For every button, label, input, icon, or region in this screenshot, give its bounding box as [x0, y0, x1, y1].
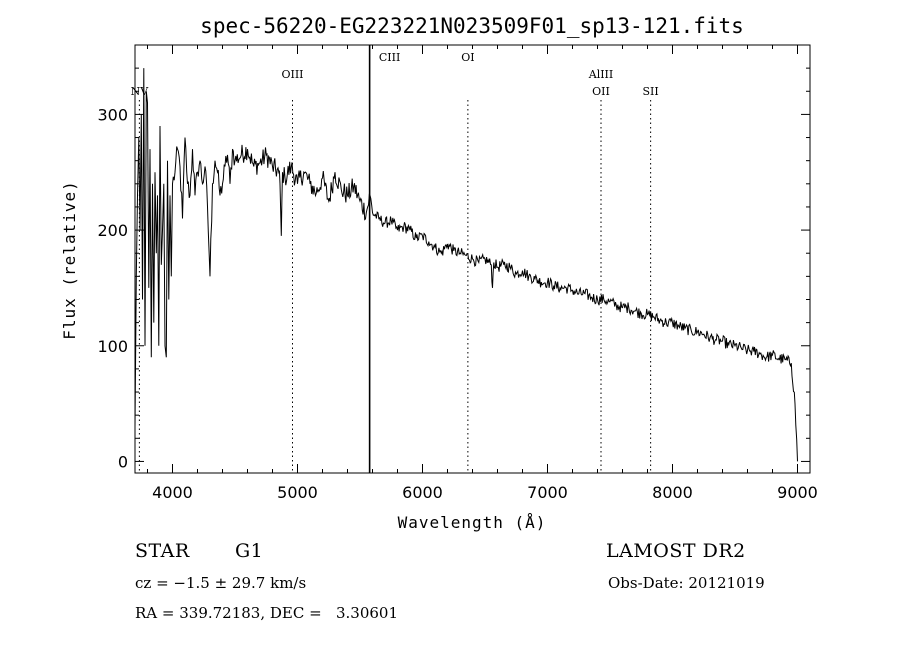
x-axis-label: Wavelength (Å) [398, 513, 547, 532]
axes: 4000 5000 6000 7000 8000 9000 0 100 200 300 [97, 45, 818, 502]
line-label-oiii: OIII [281, 68, 303, 81]
chart-title: spec-56220-EG223221N023509F01_sp13-121.f… [200, 14, 744, 38]
x-tick-label-9000: 9000 [777, 483, 818, 502]
line-label-ciii: CIII [379, 51, 400, 64]
y-tick-label-300: 300 [97, 105, 128, 124]
line-label-aliii: AlIII [588, 68, 614, 81]
line-label-oii: OII [592, 85, 610, 98]
y-tick-label-100: 100 [97, 337, 128, 356]
series-layer [134, 68, 798, 462]
x-tick-label-8000: 8000 [652, 483, 693, 502]
line-label-oi: OI [461, 51, 474, 64]
subclass: G1 [235, 540, 264, 562]
series-line-0 [134, 68, 798, 462]
x-tick-label-4000: 4000 [152, 483, 193, 502]
object-type: STAR [135, 540, 190, 562]
survey-name: LAMOST DR2 [606, 540, 746, 562]
y-axis-label: Flux (relative) [60, 180, 79, 340]
redshift-velocity: cz = −1.5 ± 29.7 km/s [135, 574, 307, 592]
spectral-line-markers: NV OIII CIII OI AlIII OII SII [131, 45, 659, 473]
x-tick-label-7000: 7000 [527, 483, 568, 502]
x-tick-label-6000: 6000 [402, 483, 443, 502]
line-label-sii: SII [643, 85, 659, 98]
y-tick-label-0: 0 [118, 452, 128, 471]
y-tick-label-200: 200 [97, 221, 128, 240]
x-tick-label-5000: 5000 [277, 483, 318, 502]
coordinates: RA = 339.72183, DEC = 3.30601 [135, 604, 399, 622]
observation-date: Obs-Date: 20121019 [608, 574, 765, 592]
line-label-nv: NV [131, 85, 150, 98]
